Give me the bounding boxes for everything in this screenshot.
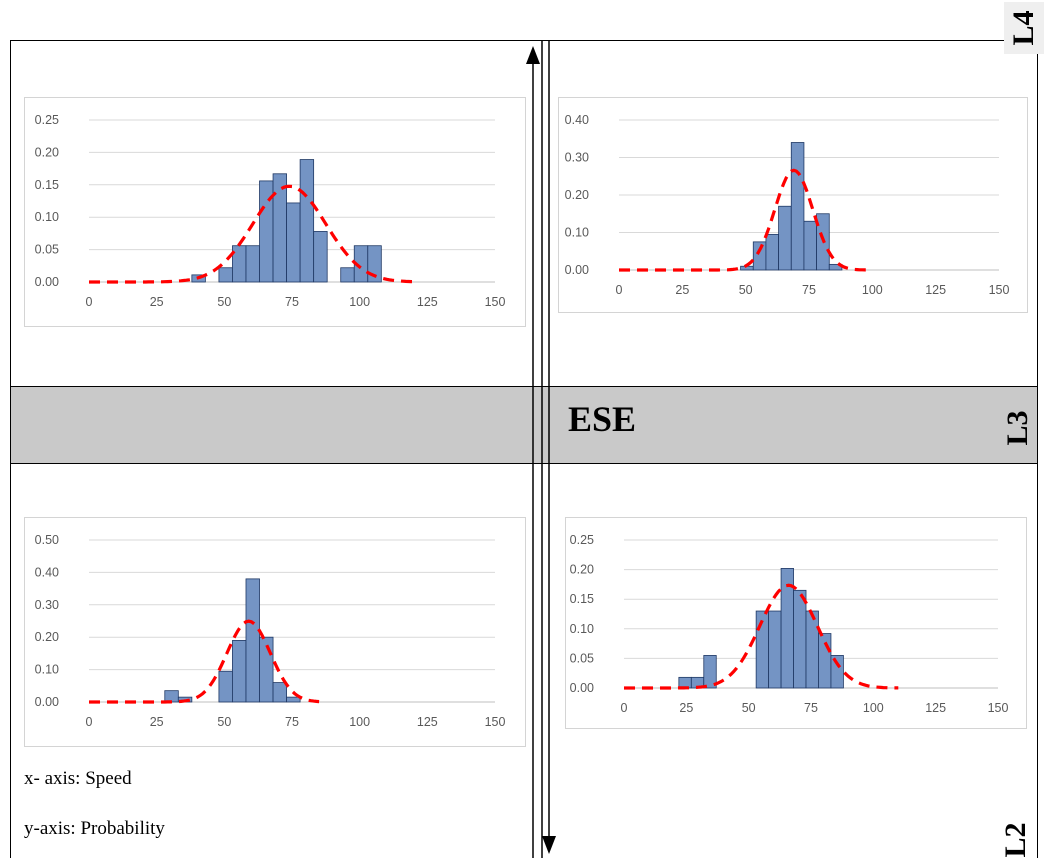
x-tick-label: 125 [925,283,946,297]
histogram-bar [218,670,233,703]
chart-top-right: 0.00 0.10 0.20 0.30 0.40 0 25 50 75 100 125 150 [558,97,1028,313]
histogram-bar [752,241,767,271]
normal-fit-curve [624,583,899,690]
y-tick-label: 0.10 [35,210,59,224]
x-tick-label: 125 [417,295,438,309]
lane-label-middle: L3 [1001,410,1034,446]
histogram-bar [703,655,717,689]
y-tick-label: 0.40 [35,565,59,579]
normal-fit-curve [89,619,320,704]
histogram-bar [272,682,287,703]
y-axis-note: y-axis: Probability [24,818,165,839]
band-top-border [10,386,1038,387]
y-tick-label: 0.05 [35,243,59,257]
direction-arrows [526,40,556,858]
y-tick-label: 0.50 [35,533,59,547]
direction-label: ESE [568,399,637,439]
x-tick-label: 25 [679,701,693,715]
x-tick-label: 75 [285,715,299,729]
x-tick-label: 125 [417,715,438,729]
histogram-bar [313,231,328,283]
y-tick-label: 0.15 [35,178,59,192]
x-tick-label: 150 [989,283,1010,297]
normal-fit-curve [89,184,414,284]
y-tick-label: 0.20 [570,563,594,577]
chart-bottom-left: 0.00 0.10 0.20 0.30 0.40 0.50 0 25 50 75 100 125 150 [24,517,526,747]
x-tick-label: 150 [485,715,506,729]
histogram-bar [818,633,832,689]
lane-label-bottom: L2 [999,822,1032,858]
y-tick-label: 0.20 [565,188,589,202]
y-tick-label: 0.25 [35,113,59,127]
x-tick-label: 125 [925,701,946,715]
y-tick-label: 0.10 [565,226,589,240]
x-tick-label: 0 [621,701,628,715]
x-tick-label: 0 [86,295,93,309]
x-tick-label: 100 [349,715,370,729]
histogram-bar [286,202,301,283]
x-tick-label: 25 [150,295,164,309]
x-tick-label: 100 [863,701,884,715]
x-tick-label: 0 [86,715,93,729]
x-tick-label: 50 [739,283,753,297]
histogram-bar [245,578,260,703]
table-frame [10,40,1038,858]
y-tick-label: 0.00 [35,275,59,289]
histogram-bar [778,205,792,271]
y-tick-label: 0.10 [35,663,59,677]
y-tick-label: 0.30 [35,598,59,612]
histogram-bar [232,245,247,283]
y-tick-label: 0.30 [565,151,589,165]
y-tick-label: 0.20 [35,630,59,644]
y-tick-label: 0.15 [570,592,594,606]
y-tick-label: 0.20 [35,145,59,159]
x-tick-label: 75 [285,295,299,309]
x-tick-label: 50 [217,715,231,729]
y-tick-label: 0.00 [570,681,594,695]
x-tick-label: 150 [988,701,1009,715]
y-tick-label: 0.00 [35,695,59,709]
y-tick-label: 0.25 [570,533,594,547]
chart-bottom-right: 0.00 0.05 0.10 0.15 0.20 0.25 0 25 50 75 100 125 150 [565,517,1027,729]
x-tick-label: 25 [675,283,689,297]
normal-fit-curve [619,168,873,272]
x-tick-label: 100 [349,295,370,309]
x-tick-label: 50 [742,701,756,715]
histogram-bar [272,173,287,283]
x-axis-note: x- axis: Speed [24,768,132,789]
x-tick-label: 150 [485,295,506,309]
histogram-bar [830,655,844,689]
histogram-bar [299,159,315,283]
y-tick-label: 0.05 [570,651,594,665]
histogram-bar [340,267,355,283]
histogram-bar [803,220,818,271]
chart-top-left: 0.00 0.05 0.10 0.15 0.20 0.25 0 25 50 75 100 125 150 [24,97,526,327]
x-tick-label: 0 [616,283,623,297]
x-tick-label: 50 [217,295,231,309]
histogram-bar [218,267,233,283]
y-tick-label: 0.00 [565,263,589,277]
histogram-bar [805,610,819,689]
histogram-bar [768,610,782,689]
x-tick-label: 75 [802,283,816,297]
x-tick-label: 25 [150,715,164,729]
histogram-bar [765,233,780,271]
lane-label-top: L4 [1004,2,1044,54]
histogram-bar [790,142,805,271]
band-bottom-border [10,463,1038,464]
histogram-bar [286,696,301,703]
histogram-bar [232,640,247,703]
histogram-bar [245,245,260,283]
y-tick-label: 0.40 [565,113,589,127]
x-tick-label: 75 [804,701,818,715]
histogram-bar [793,589,807,689]
direction-band [11,387,1037,463]
y-tick-label: 0.10 [570,622,594,636]
x-tick-label: 100 [862,283,883,297]
